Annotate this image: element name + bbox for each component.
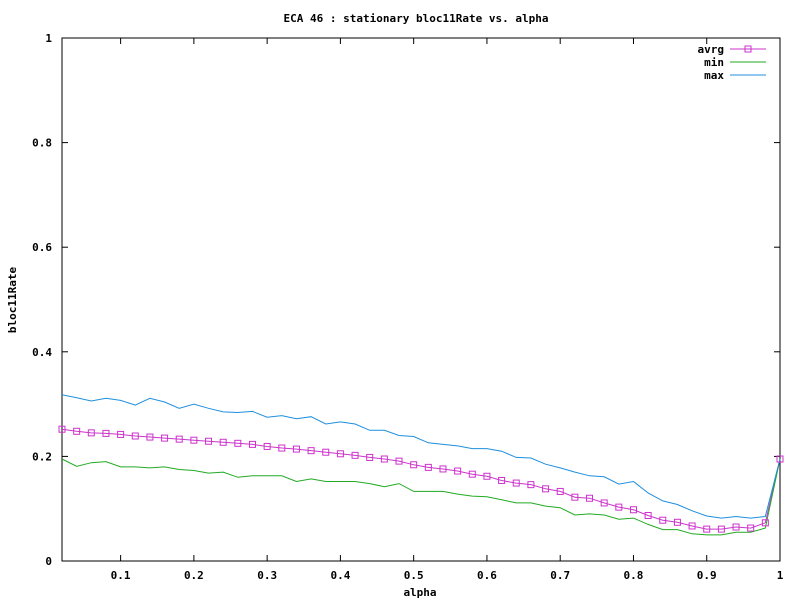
plot-border — [61, 37, 781, 562]
data-point-avrg — [761, 519, 769, 527]
x-tick-label: 0.6 — [477, 569, 497, 582]
data-point-avrg — [512, 479, 520, 487]
x-tick-label: 1 — [777, 569, 784, 582]
data-point-avrg — [263, 442, 271, 450]
x-tick-label: 0.9 — [697, 569, 717, 582]
y-tick-label: 0.4 — [32, 346, 52, 359]
y-tick-label: 1 — [45, 32, 52, 45]
data-point-avrg — [336, 450, 344, 458]
data-point-avrg — [542, 485, 550, 493]
data-point-avrg — [424, 463, 432, 471]
plot-area: 0.1 0.2 0.3 0.4 0.5 0.6 0.7 0.8 0.9 1 0 0.2 0.4 0.6 0.… — [32, 32, 784, 582]
data-point-avrg — [615, 503, 623, 511]
data-point-avrg — [366, 453, 374, 461]
legend-label-min: min — [704, 56, 724, 69]
data-point-avrg — [527, 481, 535, 489]
y-tick-label: 0 — [45, 555, 52, 568]
data-point-avrg — [468, 470, 476, 478]
series-line-max — [61, 394, 781, 519]
data-point-avrg — [131, 432, 139, 440]
series-line-min — [61, 458, 781, 536]
data-point-avrg — [219, 438, 227, 446]
data-point-avrg — [395, 457, 403, 465]
data-point-avrg — [146, 433, 154, 441]
data-point-avrg — [102, 429, 110, 437]
data-point-avrg — [571, 493, 579, 501]
data-point-avrg — [659, 516, 667, 524]
x-tick-label: 0.1 — [111, 569, 131, 582]
data-point-avrg — [629, 506, 637, 514]
data-point-avrg — [439, 465, 447, 473]
data-point-avrg — [556, 487, 564, 495]
data-point-avrg — [673, 518, 681, 526]
data-point-avrg — [175, 435, 183, 443]
data-point-avrg — [73, 427, 81, 435]
data-point-avrg — [322, 448, 330, 456]
data-point-avrg — [732, 523, 740, 531]
data-point-avrg — [454, 467, 462, 475]
x-axis-label: alpha — [403, 586, 436, 599]
data-point-avrg — [498, 476, 506, 484]
data-point-avrg — [205, 437, 213, 445]
data-point-avrg — [717, 525, 725, 533]
data-point-avrg — [483, 472, 491, 480]
chart-title: ECA 46 : stationary bloc11Rate vs. alpha — [284, 12, 549, 25]
x-tick-label: 0.4 — [330, 569, 350, 582]
data-point-avrg — [307, 447, 315, 455]
y-axis-label: bloc11Rate — [6, 267, 19, 334]
x-tick-label: 0.5 — [404, 569, 424, 582]
x-tick-label: 0.3 — [257, 569, 277, 582]
data-point-avrg — [58, 425, 66, 433]
y-tick-label: 0.6 — [32, 241, 52, 254]
data-point-avrg — [644, 511, 652, 519]
legend-label-avrg: avrg — [698, 43, 725, 56]
data-point-avrg — [161, 434, 169, 442]
data-point-avrg — [234, 439, 242, 447]
data-point-avrg — [410, 461, 418, 469]
data-point-avrg — [278, 444, 286, 452]
y-tick-label: 0.8 — [32, 137, 52, 150]
x-tick-label: 0.7 — [550, 569, 570, 582]
data-point-avrg — [351, 451, 359, 459]
data-point-avrg — [688, 522, 696, 530]
data-point-avrg — [190, 436, 198, 444]
legend-marker-avrg — [744, 45, 752, 53]
data-point-avrg — [380, 455, 388, 463]
data-point-avrg — [87, 429, 95, 437]
data-point-avrg — [776, 455, 784, 463]
x-tick-label: 0.8 — [624, 569, 644, 582]
data-point-avrg — [600, 499, 608, 507]
data-point-avrg — [586, 494, 594, 502]
data-point-avrg — [703, 525, 711, 533]
y-tick-label: 0.2 — [32, 450, 52, 463]
data-point-avrg — [292, 445, 300, 453]
x-tick-label: 0.2 — [184, 569, 204, 582]
legend-label-max: max — [704, 69, 724, 82]
series-line-avrg — [61, 428, 781, 530]
data-point-avrg — [117, 430, 125, 438]
data-point-avrg — [747, 524, 755, 532]
data-point-avrg — [248, 440, 256, 448]
